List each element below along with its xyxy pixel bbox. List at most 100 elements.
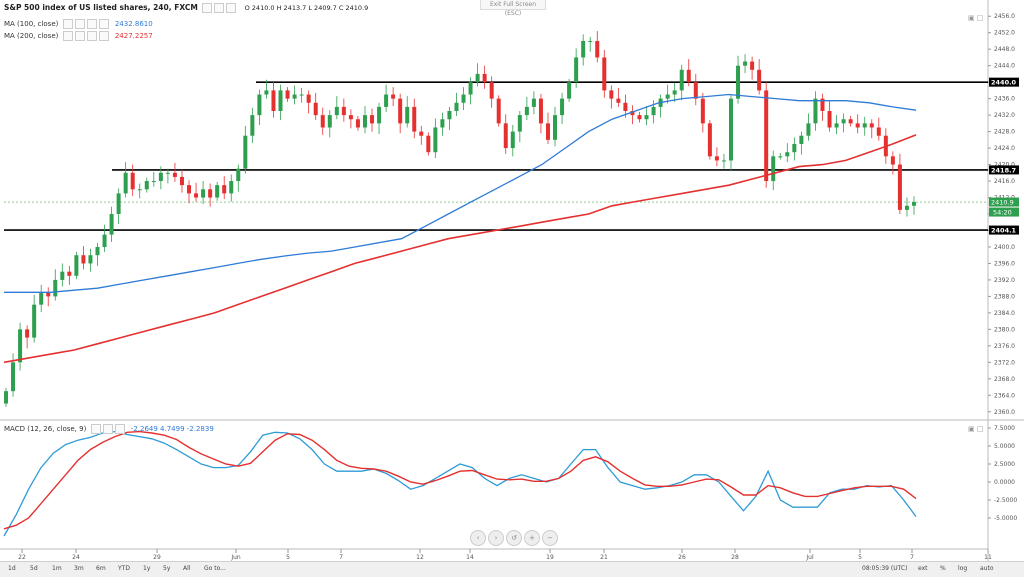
x-tick-label: 24 [72,554,80,561]
interval-5d[interactable]: 5d [30,565,38,572]
candle-body [588,40,593,42]
candle-body [32,304,37,338]
legend-toggle[interactable] [202,3,213,13]
candle-body [897,164,902,210]
candle-body [4,391,8,404]
log-toggle[interactable]: log [958,565,968,572]
ext-hours-toggle[interactable]: ext [918,565,928,572]
interval-ytd[interactable]: YTD [118,565,130,572]
symbol-title: S&P 500 index of US listed shares, 240, … [4,3,198,12]
ma100-label: MA (100, close) [4,20,59,28]
percent-toggle[interactable]: % [940,565,946,572]
candle-body [236,168,241,182]
candle-body [292,94,297,99]
candle-body [503,123,508,149]
candle-body [855,123,860,128]
candle-body [912,202,916,206]
macd-line [3,430,917,537]
y-tick-label: 2424.0 [994,145,1015,152]
ma100-eye[interactable] [62,19,73,29]
candle-body [545,123,550,140]
candle-body [862,123,867,128]
scroll-right-icon[interactable]: › [488,530,504,546]
y-tick-label: 2452.0 [994,30,1015,37]
candle-body [574,57,579,83]
y-tick-label: 2364.0 [994,392,1015,399]
zoom-out-icon[interactable]: − [542,530,558,546]
candle-body [728,98,733,161]
macd-close[interactable] [114,424,125,434]
candle-body [285,90,290,99]
candle-body [806,123,811,136]
x-tick-label: 14 [466,554,474,561]
exit-fullscreen-button[interactable]: Exit Full Screen (ESC) [480,0,546,17]
macd-pane-controls-icon[interactable]: ▣ □ [968,425,984,433]
ma100-close[interactable] [86,19,97,29]
interval-6m[interactable]: 6m [96,565,106,572]
candle-body [750,61,755,70]
interval-all[interactable]: All [183,565,191,572]
candle-body [158,172,163,182]
x-tick-label: 19 [546,554,554,561]
candle-body [179,176,184,186]
candle-body [721,160,726,162]
candle-body [764,90,769,182]
legend-settings[interactable] [214,3,225,13]
scroll-left-icon[interactable]: ‹ [470,530,486,546]
x-tick-label: 21 [600,554,608,561]
macd-y-tick-label: 0.0000 [994,479,1015,486]
bottom-toolbar: 1d 5d 1m 3m 6m YTD 1y 5y All Go to... 08… [0,561,1024,577]
candle-body [672,90,677,95]
candle-body [447,111,452,120]
interval-5y[interactable]: 5y [163,565,171,572]
y-tick-label: 2396.0 [994,260,1015,267]
countdown-badge [989,207,1019,217]
zoom-in-icon[interactable]: + [524,530,540,546]
interval-1d[interactable]: 1d [8,565,16,572]
candle-body [215,185,220,198]
candle-body [553,115,558,140]
x-tick-label: 5 [286,554,290,561]
ma100-line [4,93,917,293]
candle-body [306,94,311,103]
candle-body [405,106,410,124]
ma200-close[interactable] [86,31,97,41]
clock-time: 08:05:39 (UTC) [862,565,908,572]
ma100-settings[interactable] [74,19,85,29]
reset-icon[interactable]: ↺ [506,530,522,546]
candle-body [904,205,909,210]
y-tick-label: 2392.0 [994,277,1015,284]
candle-body [123,172,128,194]
candle-body [222,185,227,194]
candle-body [313,102,318,116]
macd-y-tick-label: -2.5000 [994,497,1017,504]
candle-body [524,106,529,116]
macd-eye[interactable] [90,424,101,434]
x-tick-label: 26 [678,554,686,561]
ma100-more[interactable] [98,19,109,29]
ma200-eye[interactable] [62,31,73,41]
candle-body [736,65,741,99]
candle-body [327,115,332,128]
interval-3m[interactable]: 3m [74,565,84,572]
goto-date-button[interactable]: Go to... [204,565,226,572]
pane-controls-icon[interactable]: ▣ □ [968,14,984,22]
candle-body [95,246,100,256]
x-tick-label: 28 [731,554,739,561]
candle-body [74,255,79,276]
ma200-more[interactable] [98,31,109,41]
ma200-value: 2427.2257 [114,32,153,40]
interval-1m[interactable]: 1m [52,565,62,572]
auto-toggle[interactable]: auto [980,565,994,572]
candle-body [799,135,804,144]
macd-settings[interactable] [102,424,113,434]
legend-close[interactable] [226,3,237,13]
candle-body [848,119,853,124]
candle-body [834,123,839,128]
candle-body [644,115,649,120]
interval-1y[interactable]: 1y [143,565,151,572]
candle-body [299,94,304,96]
ma200-settings[interactable] [74,31,85,41]
candle-body [67,271,72,276]
